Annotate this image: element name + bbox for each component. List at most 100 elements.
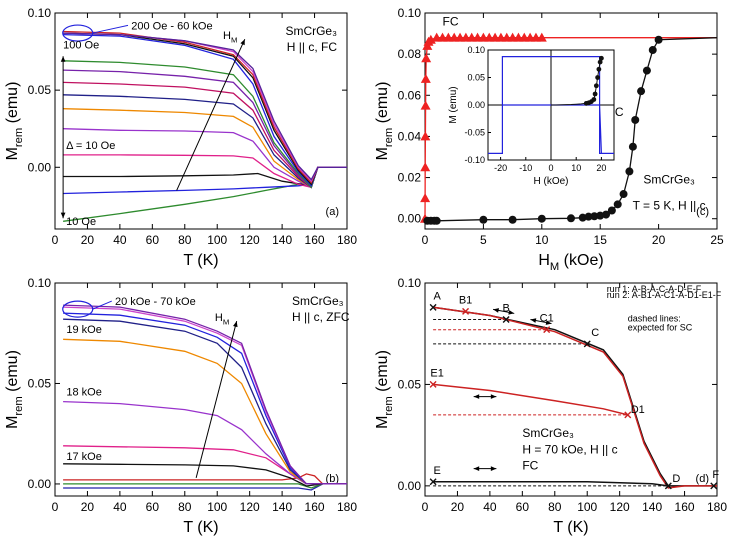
- x-tick-label: 20: [81, 500, 95, 514]
- field-range-label: 200 Oe - 60 kOe: [131, 20, 212, 32]
- x-tick-label: 80: [548, 500, 562, 514]
- mode-label: FC: [522, 459, 538, 473]
- label-17-koe: 17 kOe: [66, 451, 101, 463]
- inset-x-tick-label: 0: [548, 163, 553, 173]
- point-label-D1: D1: [631, 404, 645, 416]
- series-line-9: [63, 60, 347, 189]
- ellipse-leader: [92, 24, 129, 34]
- x-tick-label: 120: [240, 500, 260, 514]
- x-tick-label: 100: [207, 500, 227, 514]
- zfc-point: [654, 35, 663, 44]
- x-tick-label: 100: [207, 233, 227, 247]
- dashed-note-1: dashed lines:: [628, 314, 681, 324]
- run2-label: run 2: A-B1-A-C1-A-D1-E1-F: [607, 290, 722, 300]
- plot-frame: [54, 12, 348, 230]
- move-arrow-b-head: [508, 310, 515, 315]
- marker-B1: [462, 307, 470, 315]
- series-line-10: [63, 304, 347, 485]
- panel-label: (b): [326, 473, 339, 485]
- y-tick-label: 0.04: [398, 129, 422, 143]
- zfc-point: [631, 115, 640, 124]
- inset-zfc-point: [591, 97, 597, 102]
- panel-a: 0 20 40 60 80 100 120 140 160 180 0.00 0.05 0.10 Mrem…: [4, 6, 357, 269]
- sample-label: SmCrGe₃: [285, 24, 337, 38]
- inset-zfc-point: [593, 83, 599, 89]
- inset-x-tick-label: 10: [571, 163, 581, 173]
- inset-zfc-point: [599, 55, 604, 61]
- series-line-6: [63, 338, 347, 485]
- x-tick-label: 180: [707, 500, 727, 514]
- point-label-B: B: [502, 303, 509, 315]
- x-tick-label: 180: [337, 233, 357, 247]
- plot-frame: [54, 282, 348, 497]
- inset-zfc-point: [595, 75, 601, 80]
- panel-label: (c): [696, 206, 709, 218]
- fc-point: [536, 32, 547, 42]
- series-line-1: [432, 306, 717, 489]
- y-tick-label: 0.10: [28, 276, 52, 290]
- series-line-3: [63, 463, 347, 487]
- series-line-1: [63, 483, 347, 489]
- x-tick-label: 120: [610, 500, 630, 514]
- zfc-point: [584, 212, 593, 221]
- hm-arrow-head: [240, 39, 245, 46]
- series-line-9: [63, 306, 347, 485]
- inset-y-tick-label: 0.00: [467, 100, 485, 110]
- inset-y-tick-label: 0.05: [467, 73, 485, 83]
- y-tick-label: 0.02: [398, 171, 422, 185]
- inset-zfc-point: [592, 91, 598, 97]
- zfc-point: [613, 200, 622, 209]
- plot-frame: [424, 282, 718, 497]
- inset-x-tick-label: 20: [596, 163, 606, 173]
- x-tick-label: 10: [535, 233, 549, 247]
- series-line-3: [433, 481, 669, 487]
- zfc-point: [648, 46, 657, 55]
- series-line-14: [63, 32, 347, 181]
- y-axis-label: Mrem (emu): [374, 82, 395, 161]
- panel-d: 0 20 40 60 80 100 120 140 160 180 0.00 0.05 0.10 Mrem…: [374, 276, 727, 536]
- sample-label: SmCrGe₃: [643, 173, 695, 187]
- zfc-point: [590, 212, 599, 221]
- hm-label: HM: [223, 30, 237, 44]
- x-tick-label: 160: [305, 500, 325, 514]
- inset-x-label: H (kOe): [534, 176, 569, 187]
- zfc-point: [637, 87, 646, 96]
- x-tick-label: 140: [642, 500, 662, 514]
- fc-point: [420, 193, 431, 203]
- point-label-D: D: [672, 473, 680, 485]
- x-tick-label: 0: [52, 500, 59, 514]
- x-tick-label: 0: [422, 233, 429, 247]
- point-label-C: C: [591, 327, 599, 339]
- series-line-8: [63, 69, 347, 189]
- x-tick-label: 160: [675, 500, 695, 514]
- zfc-point: [479, 215, 488, 224]
- move-arrow-e1-head: [490, 394, 497, 399]
- x-tick-label: 80: [178, 500, 192, 514]
- y-axis-label: Mrem (emu): [374, 350, 395, 429]
- fc-point: [420, 73, 431, 83]
- inset-y-tick-label: -0.10: [464, 155, 485, 165]
- inset: -20 -10 0 10 20 -0.10 -0.05 0.00 0.05 0.10 M (emu)…: [448, 45, 615, 187]
- zfc-point: [567, 214, 575, 223]
- series-line-12: [63, 30, 347, 184]
- x-tick-label: 15: [594, 233, 608, 247]
- zfc-point: [628, 142, 637, 151]
- top-field-label: 100 Oe: [63, 39, 99, 51]
- condition-label: H = 70 kOe, H || c: [522, 442, 617, 456]
- y-tick-label: 0.00: [398, 479, 422, 493]
- y-tick-label: 0.10: [398, 276, 422, 290]
- y-axis-label: Mrem (emu): [4, 350, 25, 429]
- dashed-note-2: expected for SC: [628, 323, 693, 333]
- label-18-koe: 18 kOe: [66, 387, 101, 399]
- move-arrow-b-head: [493, 308, 500, 313]
- zfc-point: [642, 66, 651, 75]
- fc-point: [420, 131, 431, 141]
- x-tick-label: 25: [710, 233, 724, 247]
- run1-label: run 1: A-B-A-C-A-D-E-F: [607, 284, 702, 294]
- inset-zfc-point: [596, 66, 602, 72]
- x-tick-label: 80: [178, 233, 192, 247]
- fc-point: [421, 53, 432, 63]
- zfc-point: [607, 206, 616, 215]
- marker-D1: [624, 411, 632, 419]
